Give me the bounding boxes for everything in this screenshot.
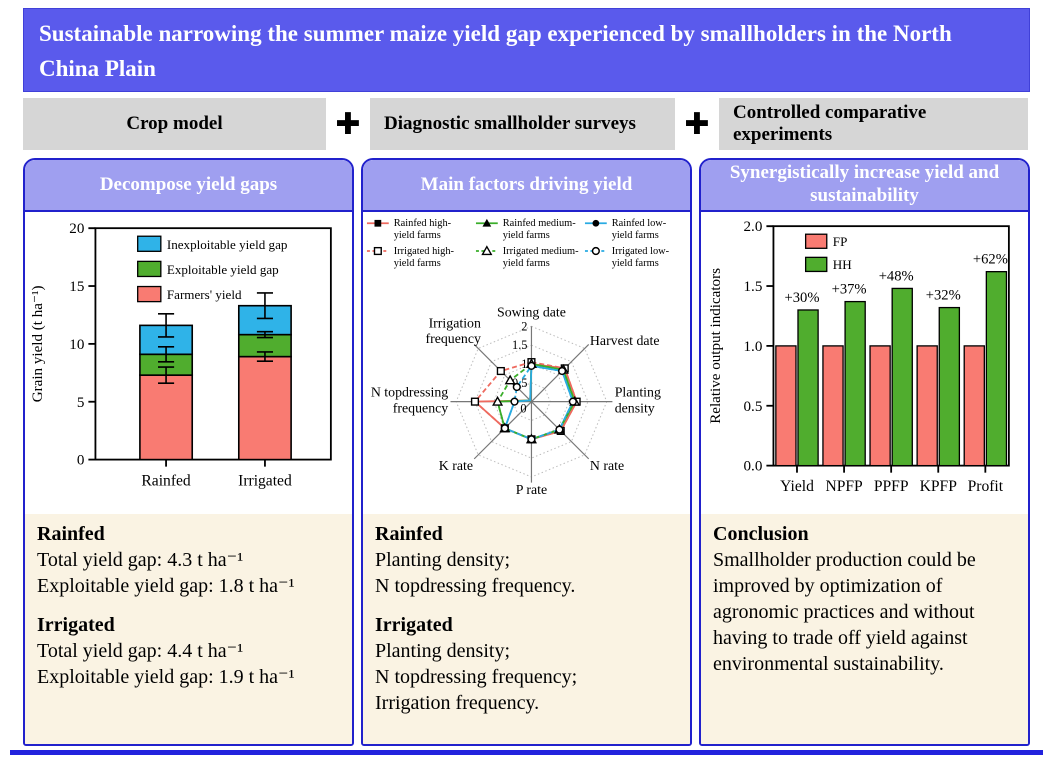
panel-driving-factors: Main factors driving yield 2 1.5 1 0.5 0 Sowi…	[361, 158, 692, 746]
bottom-border	[10, 750, 1043, 755]
svg-text:NPFP: NPFP	[825, 478, 863, 495]
finding-line: Smallholder production could be improved…	[713, 549, 976, 675]
svg-text:+30%: +30%	[785, 290, 820, 306]
svg-text:Rainfed medium-: Rainfed medium-	[503, 218, 577, 229]
svg-text:1.5: 1.5	[744, 279, 763, 295]
finding-line: Total yield gap: 4.4 t ha⁻¹	[37, 640, 244, 662]
svg-text:Inexploitable yield gap: Inexploitable yield gap	[167, 237, 288, 252]
finding-line: Exploitable yield gap: 1.9 t ha⁻¹	[37, 666, 295, 688]
finding-heading: Rainfed	[375, 523, 443, 545]
svg-text:Rainfed low-: Rainfed low-	[612, 218, 667, 229]
finding-line: N topdressing frequency;	[375, 666, 578, 688]
finding-heading: Conclusion	[713, 523, 809, 545]
svg-text:Irrigated high-: Irrigated high-	[394, 246, 455, 257]
svg-text:0: 0	[520, 402, 526, 416]
svg-text:PPFP: PPFP	[874, 478, 909, 495]
plus-icon: ✚	[684, 106, 710, 142]
svg-text:yield farms: yield farms	[394, 230, 441, 241]
panel-header: Main factors driving yield	[363, 160, 690, 212]
svg-text:Rainfed: Rainfed	[141, 473, 191, 490]
svg-text:Farmers' yield: Farmers' yield	[167, 287, 242, 302]
finding-line: Planting density;	[375, 640, 510, 662]
svg-text:+32%: +32%	[926, 288, 961, 304]
svg-text:2.0: 2.0	[744, 219, 763, 235]
svg-text:1.0: 1.0	[744, 339, 763, 355]
svg-text:yield farms: yield farms	[503, 258, 550, 269]
svg-text:10: 10	[69, 337, 84, 353]
svg-text:15: 15	[69, 279, 84, 295]
svg-text:2: 2	[521, 319, 527, 333]
svg-text:Irrigated low-: Irrigated low-	[612, 246, 670, 257]
svg-text:1.5: 1.5	[512, 338, 527, 352]
svg-text:Rainfed high-: Rainfed high-	[394, 218, 452, 229]
svg-text:Yield: Yield	[780, 478, 814, 495]
methods-row: Crop model ✚ Diagnostic smallholder surv…	[23, 98, 1030, 150]
svg-text:yield farms: yield farms	[394, 258, 441, 269]
driving-factors-radar-chart: 2 1.5 1 0.5 0 Sowing date Harvest date Planting…	[363, 212, 690, 514]
svg-text:0: 0	[77, 453, 85, 469]
finding-line: Planting density;	[375, 549, 510, 571]
panel-conclusion: Synergistically increase yield and susta…	[699, 158, 1030, 746]
panel-findings: Rainfed Total yield gap: 4.3 t ha⁻¹ Expl…	[25, 514, 352, 744]
yield-gap-stacked-bar-chart: 0 5 10 15 20 Grain yield (t ha⁻¹) Rainfed	[25, 212, 352, 514]
svg-text:Harvest date: Harvest date	[590, 334, 660, 349]
svg-text:frequency: frequency	[393, 402, 448, 417]
finding-heading: Irrigated	[375, 614, 453, 636]
svg-text:0.0: 0.0	[744, 459, 763, 475]
svg-text:K rate: K rate	[439, 459, 473, 474]
output-indicators-bar-chart: 0.0 0.5 1.0 1.5 2.0 Relative output indic…	[701, 212, 1028, 514]
method-box-experiments: Controlled comparative experiments	[719, 98, 1028, 150]
svg-text:HH: HH	[833, 257, 852, 272]
method-box-surveys: Diagnostic smallholder surveys	[370, 98, 675, 150]
svg-text:Grain yield (t ha⁻¹): Grain yield (t ha⁻¹)	[30, 286, 46, 403]
svg-text:5: 5	[77, 395, 85, 411]
panel-yield-gaps: Decompose yield gaps 0 5 10 15 20 Grain y…	[23, 158, 354, 746]
panels-row: Decompose yield gaps 0 5 10 15 20 Grain y…	[23, 158, 1030, 746]
svg-text:Profit: Profit	[968, 478, 1004, 495]
svg-text:+37%: +37%	[832, 282, 867, 298]
svg-text:FP: FP	[833, 234, 848, 249]
svg-text:0.5: 0.5	[744, 399, 763, 415]
panel-findings: Conclusion Smallholder production could …	[701, 514, 1028, 744]
svg-text:yield farms: yield farms	[503, 230, 550, 241]
finding-heading: Rainfed	[37, 523, 105, 545]
svg-text:KPFP: KPFP	[920, 478, 958, 495]
finding-line: Exploitable yield gap: 1.8 t ha⁻¹	[37, 575, 295, 597]
svg-text:Relative output indicators: Relative output indicators	[708, 268, 724, 424]
panel-header: Decompose yield gaps	[25, 160, 352, 212]
svg-text:Sowing date: Sowing date	[497, 305, 566, 320]
finding-line: Irrigation frequency.	[375, 692, 540, 714]
svg-text:Exploitable yield gap: Exploitable yield gap	[167, 262, 279, 277]
svg-text:frequency: frequency	[426, 332, 481, 347]
method-box-crop-model: Crop model	[23, 98, 326, 150]
finding-heading: Irrigated	[37, 614, 115, 636]
svg-text:yield farms: yield farms	[612, 230, 659, 241]
svg-text:+48%: +48%	[879, 268, 914, 284]
panel-findings: Rainfed Planting density; N topdressing …	[363, 514, 690, 744]
svg-text:Irrigated: Irrigated	[238, 473, 292, 490]
svg-text:1: 1	[521, 357, 527, 371]
svg-text:Planting: Planting	[615, 386, 661, 401]
svg-text:N rate: N rate	[590, 459, 624, 474]
svg-text:density: density	[615, 402, 655, 417]
svg-text:P rate: P rate	[516, 483, 547, 498]
svg-text:Irrigation: Irrigation	[429, 316, 481, 331]
plus-icon: ✚	[335, 106, 361, 142]
svg-text:+62%: +62%	[973, 252, 1008, 268]
svg-text:Irrigated medium-: Irrigated medium-	[503, 246, 579, 257]
svg-text:N topdressing: N topdressing	[371, 386, 448, 401]
finding-line: Total yield gap: 4.3 t ha⁻¹	[37, 549, 244, 571]
figure-title: Sustainable narrowing the summer maize y…	[23, 8, 1030, 92]
svg-text:yield farms: yield farms	[612, 258, 659, 269]
panel-header: Synergistically increase yield and susta…	[701, 160, 1028, 212]
finding-line: N topdressing frequency.	[375, 575, 576, 597]
svg-text:20: 20	[69, 221, 84, 237]
